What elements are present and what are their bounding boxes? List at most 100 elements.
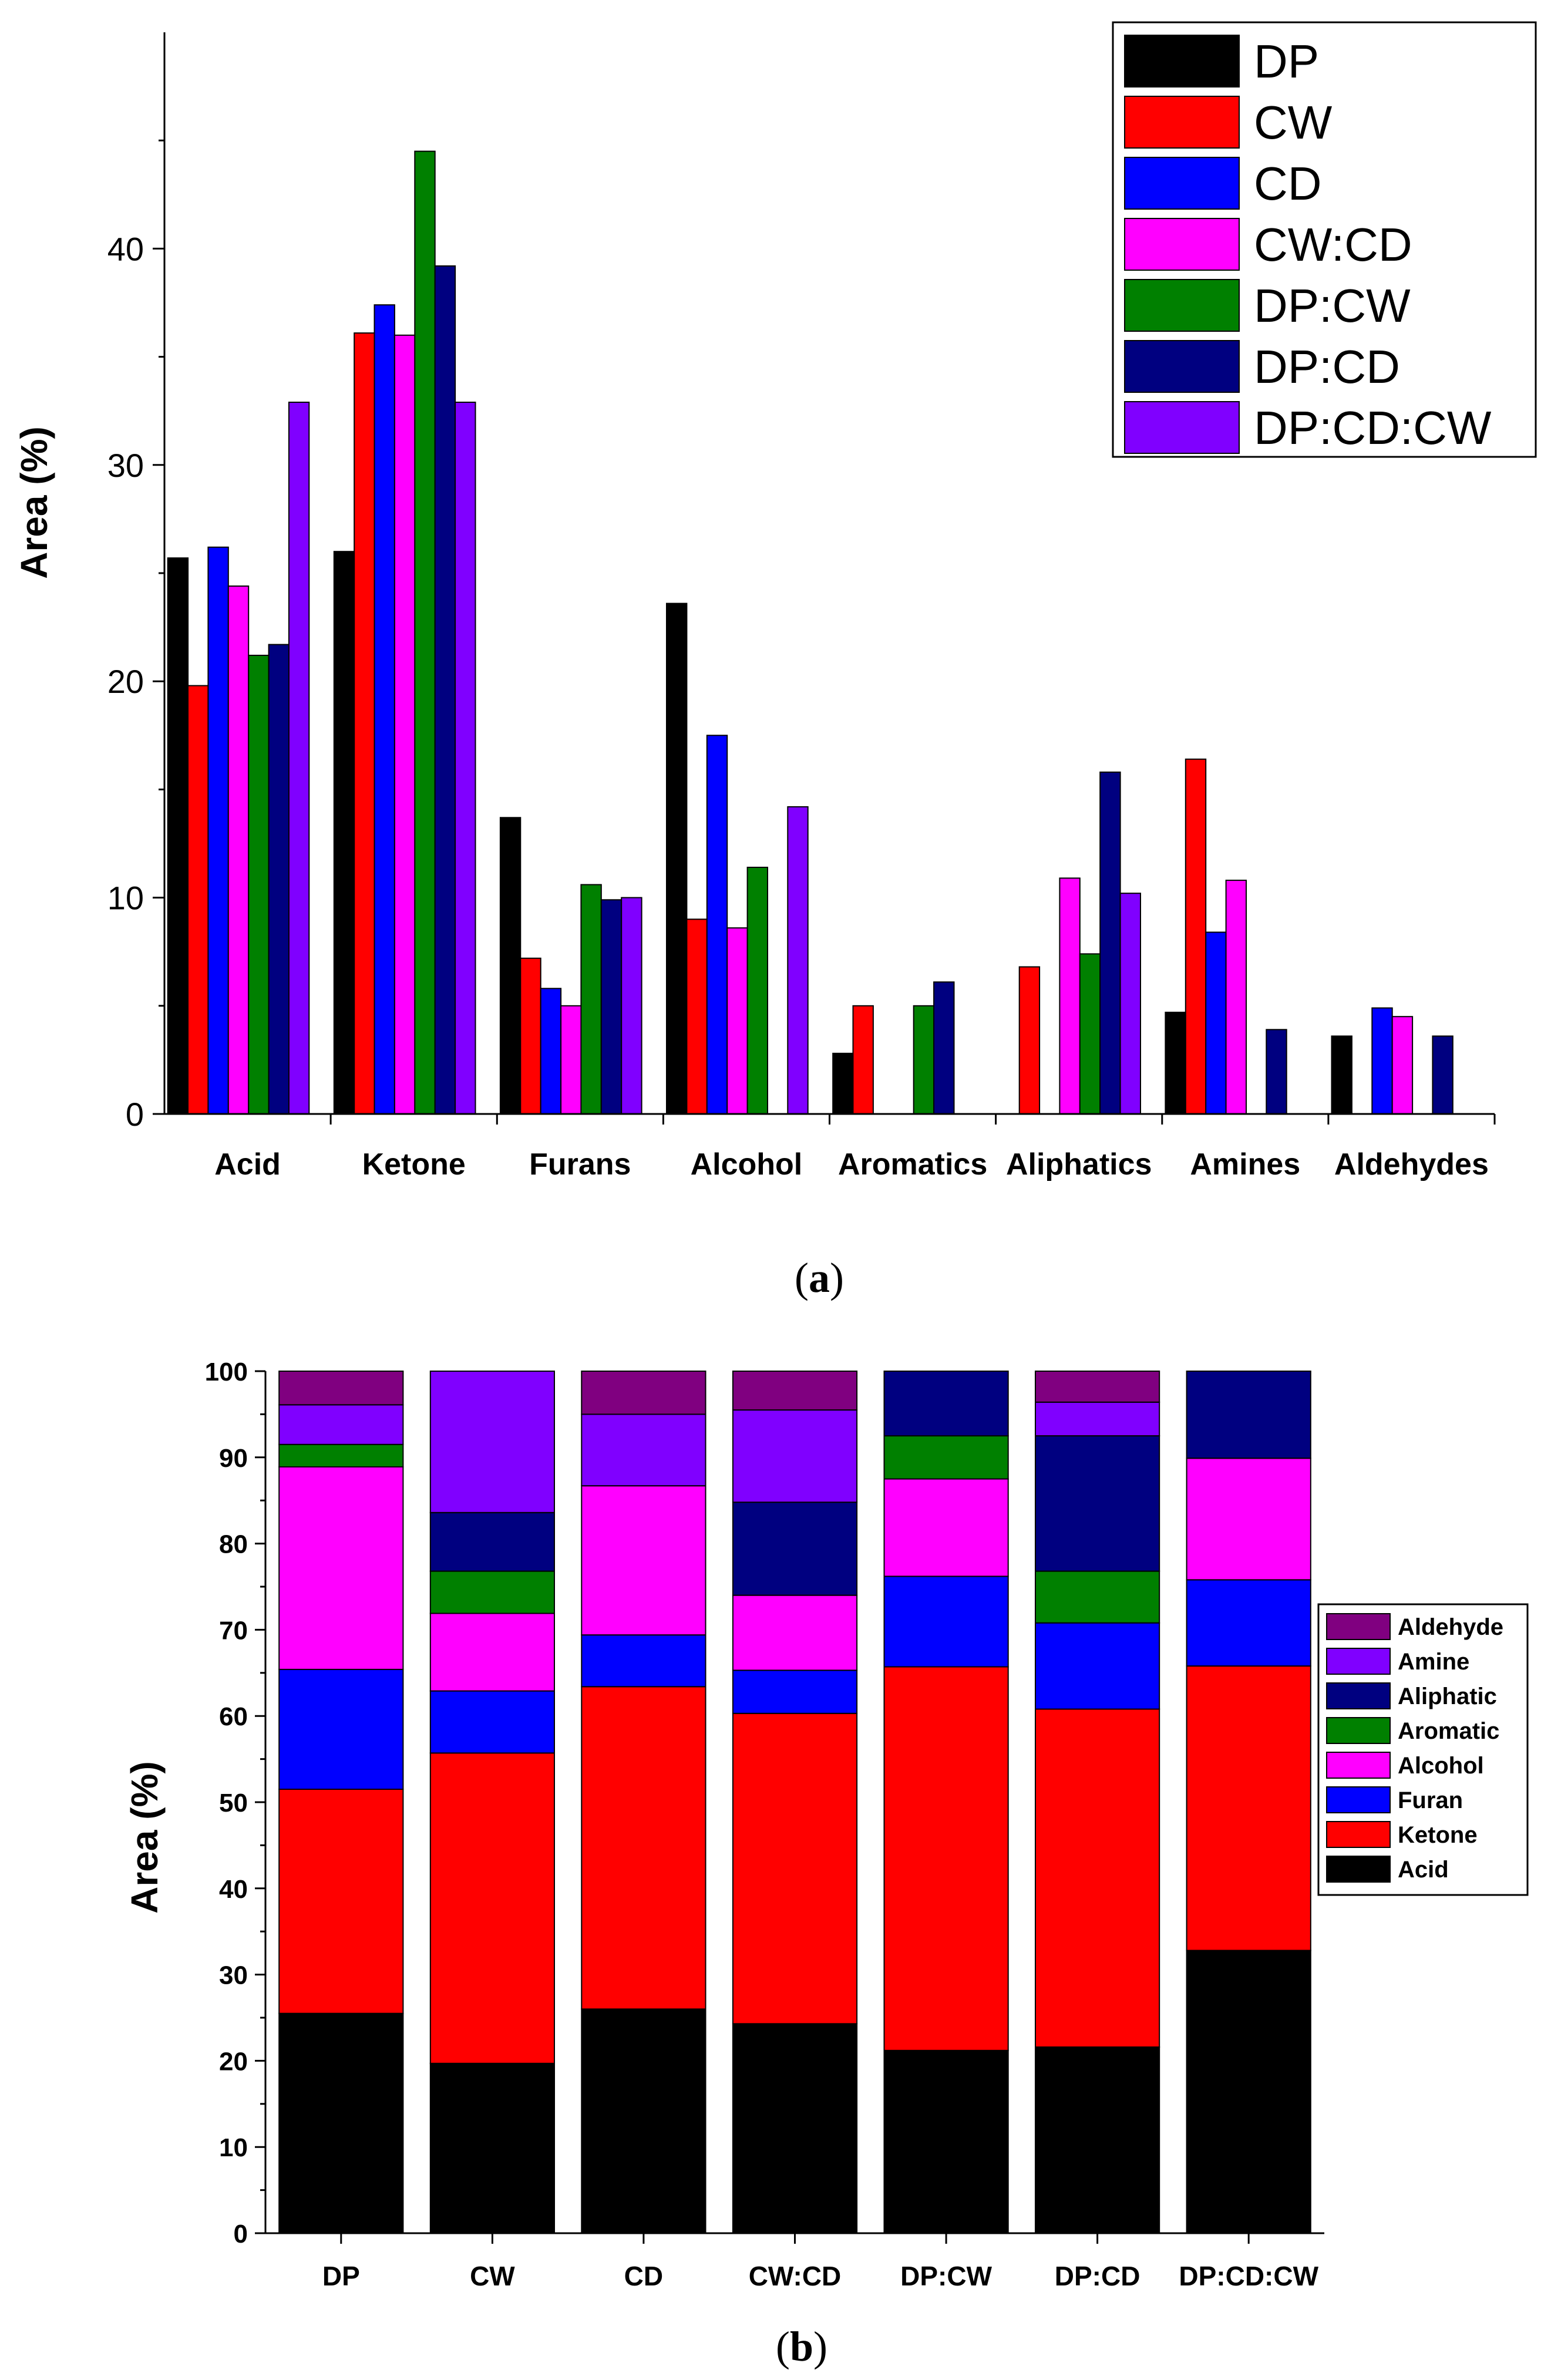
bar-amines-dp-cd [1266,1029,1287,1115]
panel-a-legend: DP CW CD CW:CD DP:CW DP:CD DP:CD:CW [1112,21,1537,458]
bar-aromatics-dp-cd [933,981,955,1115]
panel-a-axes [153,32,1496,1125]
x-label-cw: CW [470,2261,515,2291]
x-label-cw-cd: CW:CD [749,2261,842,2291]
y-tick-label-20: 20 [107,663,144,700]
bar-ketone-dp-cd [434,265,456,1115]
bar-aliphatics-dp-cw [1079,953,1101,1115]
panel-a-x-categories: Acid Ketone Furans Alcohol Aromatics Aliphati… [214,1147,1489,1181]
stack-dp-cd-cw-aliphatic [1186,1371,1311,1459]
bar-acid-cd [207,546,229,1115]
legend-swatch-acid [1326,1856,1391,1883]
bar-aromatics-dp-cw [913,1005,935,1115]
panel-a-letter: a [809,1254,830,1301]
bar-ketone-dp-cd-cw [455,402,476,1115]
bar-acid-cw [187,685,209,1115]
y-tick-label-50: 50 [219,1789,248,1817]
bar-aldehydes-cw-cd [1391,1016,1414,1115]
legend-label-alcohol: Alcohol [1398,1753,1484,1779]
y-tick-label-30: 30 [107,447,144,484]
legend-label-furan: Furan [1398,1787,1463,1813]
legend-swatch-dp-cd [1124,340,1240,393]
stack-dp-cd-acid [1035,2046,1160,2234]
bar-acid-dp-cd-cw [288,402,310,1115]
stack-cw-acid [429,2062,555,2234]
legend-swatch-furan [1326,1786,1391,1813]
stack-dp-ketone [278,1789,404,2014]
bar-aliphatics-cw [1018,966,1041,1115]
bar-aldehydes-cd [1371,1007,1393,1115]
bar-alcohol-cw-cd [726,927,748,1115]
stack-cw-ketone [429,1752,555,2064]
panel-b-y-axis-title: Area (%) [123,1761,166,1914]
legend-swatch-cw-cd [1124,218,1240,271]
stack-cw-aromatic [429,1570,555,1614]
legend-label-cw-cd: CW:CD [1254,218,1412,271]
bar-aliphatics-dp-cd-cw [1119,893,1141,1115]
x-label-aliphatics: Aliphatics [1006,1147,1152,1181]
bar-furans-cd [540,988,562,1115]
y-tick-label-0: 0 [234,2220,248,2248]
bar-aromatics-dp [832,1052,854,1115]
x-label-ketone: Ketone [362,1147,466,1181]
bar-amines-cw-cd [1225,880,1247,1115]
stack-dp-cd-aliphatic [1035,1435,1160,1572]
panel-b-letter: b [790,2323,813,2370]
bar-ketone-cw [354,332,375,1115]
bar-furans-dp-cw [580,884,602,1115]
stack-dp-cw-furan [883,1576,1009,1668]
y-tick-label-30: 30 [219,1961,248,1990]
stack-cd-aldehyde [581,1371,706,1415]
stack-cw-cd-aliphatic [732,1502,858,1596]
stack-dp-aromatic [278,1443,404,1468]
x-label-dp-cw: DP:CW [900,2261,992,2291]
bar-ketone-cw-cd [393,334,416,1115]
legend-label-amine: Amine [1398,1649,1469,1675]
legend-swatch-aldehyde [1326,1613,1391,1640]
stack-dp-cd-furan [1035,1622,1160,1710]
legend-label-dp-cd-cw: DP:CD:CW [1254,402,1492,454]
stack-cw-cd-amine [732,1409,858,1503]
y-tick-label-80: 80 [219,1530,248,1559]
legend-label-cw: CW [1254,96,1333,149]
legend-label-aliphatic: Aliphatic [1398,1684,1497,1709]
panel-b-caption: (b) [776,2323,827,2370]
bar-aldehydes-dp-cd [1432,1035,1454,1115]
legend-label-dp-cd: DP:CD [1254,341,1400,393]
panel-b-y-ticks: 0 10 20 30 40 50 60 70 80 90 100 [205,1358,248,2248]
y-tick-label-90: 90 [219,1444,248,1473]
bar-ketone-dp [333,551,355,1115]
bar-furans-dp-cd-cw [621,897,642,1115]
bar-amines-dp [1165,1011,1186,1115]
stack-dp-cd-cw-alcohol [1186,1457,1311,1581]
panel-a-bars [167,150,1454,1115]
legend-swatch-dp-cd-cw [1124,401,1240,454]
legend-label-cd: CD [1254,157,1322,210]
bar-alcohol-cw [686,918,708,1115]
x-label-amines: Amines [1190,1147,1300,1181]
panel-b-x-categories: DP CW CD CW:CD DP:CW DP:CD DP:CD:CW [322,2261,1319,2291]
stack-cw-aliphatic [429,1512,555,1572]
stack-dp-furan [278,1668,404,1790]
panel-b-bars [278,1371,1311,2234]
y-tick-label-40: 40 [219,1875,248,1904]
legend-swatch-alcohol [1326,1752,1391,1779]
y-tick-label-20: 20 [219,2047,248,2076]
bar-ketone-cd [374,304,395,1115]
stack-cw-alcohol [429,1613,555,1692]
stack-dp-cw-acid [883,2049,1009,2234]
stack-dp-cw-alcohol [883,1478,1009,1577]
stack-dp-cw-ketone [883,1666,1009,2051]
stack-cd-acid [581,2008,706,2234]
y-tick-label-10: 10 [219,2133,248,2162]
bar-amines-cd [1205,931,1227,1115]
stack-dp-cd-amine [1035,1401,1160,1437]
stack-cd-alcohol [581,1485,706,1636]
panel-b-axes [255,1370,1324,2244]
stack-cw-furan [429,1690,555,1754]
stack-dp-cw-aromatic [883,1435,1009,1480]
bar-acid-cw-cd [227,585,250,1115]
x-label-aromatics: Aromatics [838,1147,987,1181]
bar-aliphatics-cw-cd [1059,877,1081,1115]
